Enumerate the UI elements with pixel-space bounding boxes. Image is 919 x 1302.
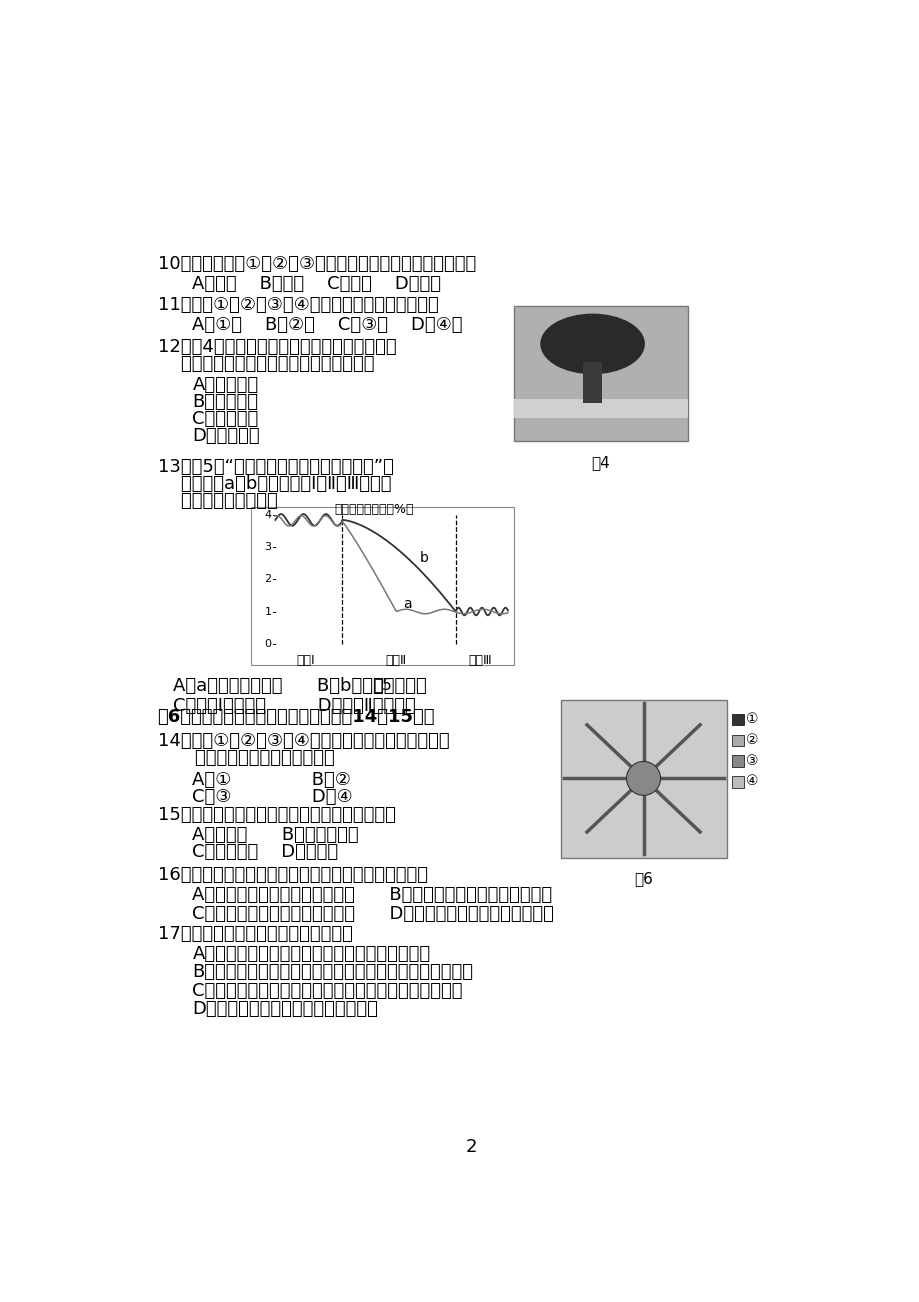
Text: A．地壳运动: A．地壳运动: [192, 376, 258, 395]
Text: C．模式I为现代型         D．模式Ⅱ为传统型: C．模式I为现代型 D．模式Ⅱ为传统型: [173, 697, 415, 715]
Bar: [250, 508, 514, 665]
Text: A．①              B．②: A．① B．②: [192, 771, 351, 789]
Text: A．鐵路线      B．河流交汇处: A．鐵路线 B．河流交汇处: [192, 827, 358, 844]
Text: A．a曲线表示出生率      B．b曲线表示死亡率: A．a曲线表示出生率 B．b曲线表示死亡率: [173, 677, 426, 695]
Text: C．发展中国家城市化水平低，主要原因是城市环境恶化: C．发展中国家城市化水平低，主要原因是城市环境恶化: [192, 982, 462, 1000]
Text: 含义，说法正确的是: 含义，说法正确的是: [157, 492, 277, 510]
Text: 15．该城市的空间形态与下列条件密切相关的是: 15．该城市的空间形态与下列条件密切相关的是: [157, 806, 395, 824]
Text: 11．图示①、②、③、④四地中，水资源最丰富的是: 11．图示①、②、③、④四地中，水资源最丰富的是: [157, 297, 437, 314]
Text: 模式I: 模式I: [296, 655, 314, 668]
Text: a: a: [403, 596, 412, 611]
Text: 12．图4为某同学在我国某地旅游时拍摄的自然: 12．图4为某同学在我国某地旅游时拍摄的自然: [157, 339, 396, 355]
Text: C．城市等级越高，服务级别越低      D．城市等级越高，服务范围越大: C．城市等级越高，服务级别越低 D．城市等级越高，服务范围越大: [192, 905, 554, 923]
Text: 有关图中a、b曲线与模式I、Ⅱ、Ⅲ表达的: 有关图中a、b曲线与模式I、Ⅱ、Ⅲ表达的: [157, 475, 391, 493]
Text: ②: ②: [745, 733, 757, 747]
Text: B．冰川侵蚀: B．冰川侵蚀: [192, 393, 258, 411]
Bar: [732, 755, 743, 767]
Text: 2: 2: [264, 574, 271, 585]
Text: 图6: 图6: [633, 871, 652, 887]
Text: C．工业分布    D．公路线: C．工业分布 D．公路线: [192, 844, 338, 861]
Text: 类型，其中表示商业用地的是: 类型，其中表示商业用地的是: [171, 749, 334, 767]
Text: 13．图5是“人口增长模式及其转变示意图”，: 13．图5是“人口增长模式及其转变示意图”，: [157, 458, 393, 477]
Text: D．我国正处在城市化的快速发展阶段: D．我国正处在城市化的快速发展阶段: [192, 1000, 378, 1018]
Bar: [514, 398, 687, 418]
Text: 模式Ⅱ: 模式Ⅱ: [385, 655, 406, 668]
Text: 14．图中①、②、③、④图例代表城市不同的土地利用: 14．图中①、②、③、④图例代表城市不同的土地利用: [157, 732, 448, 750]
Text: 0: 0: [265, 639, 271, 648]
Bar: [732, 734, 743, 746]
Text: 17．下列关于城市化的叙述，正确的是: 17．下列关于城市化的叙述，正确的是: [157, 924, 352, 943]
Text: 图6为某城市地域结构示意图，读图回等14～15题。: 图6为某城市地域结构示意图，读图回等14～15题。: [157, 707, 435, 725]
Text: 4: 4: [264, 510, 271, 519]
Bar: [583, 362, 601, 402]
Text: 2: 2: [465, 1138, 477, 1156]
Bar: [732, 776, 743, 788]
Text: A．①地    B．②地    C．③地    D．④地: A．①地 B．②地 C．③地 D．④地: [192, 316, 462, 335]
Text: 图5: 图5: [372, 677, 391, 693]
Ellipse shape: [539, 314, 644, 374]
Text: D．流水侵蚀: D．流水侵蚀: [192, 427, 260, 445]
Circle shape: [626, 762, 660, 796]
Text: 图4: 图4: [591, 454, 609, 470]
Text: 1: 1: [265, 607, 271, 617]
Text: C．③              D．④: C．③ D．④: [192, 788, 353, 806]
Text: b: b: [419, 551, 428, 565]
Text: 景观照片，形成该景观的主要外力作用是: 景观照片，形成该景观的主要外力作用是: [157, 355, 374, 372]
Text: 3: 3: [265, 542, 271, 552]
Text: 10．影响沿图中①、②、③地一线地域分异规律的主导因素是: 10．影响沿图中①、②、③地一线地域分异规律的主导因素是: [157, 255, 475, 273]
Text: 16．下列关于不同等级城市服务功能的叙述，正确的是: 16．下列关于不同等级城市服务功能的叙述，正确的是: [157, 866, 427, 884]
Bar: [560, 700, 726, 858]
Text: B．发达国家城市化水平高，城市人口数量多于发展中国家: B．发达国家城市化水平高，城市人口数量多于发展中国家: [192, 963, 473, 982]
Text: A．发达国家城市化水平高，城市人口比重增长快: A．发达国家城市化水平高，城市人口比重增长快: [192, 945, 430, 962]
Text: C．风力侵蚀: C．风力侵蚀: [192, 410, 258, 428]
Text: 死亡率与出生率（%）: 死亡率与出生率（%）: [335, 503, 414, 516]
Text: ③: ③: [745, 754, 757, 768]
Text: ①: ①: [745, 712, 757, 727]
Text: 模式Ⅲ: 模式Ⅲ: [468, 655, 492, 668]
Text: ④: ④: [745, 775, 757, 789]
Text: A．城市等级越低，服务种类越多      B．城市等级越低，服务范围越大: A．城市等级越低，服务种类越多 B．城市等级越低，服务范围越大: [192, 887, 552, 904]
Bar: [514, 306, 687, 441]
Bar: [732, 713, 743, 725]
Text: A．热量    B．水分    C．地形    D．光照: A．热量 B．水分 C．地形 D．光照: [192, 275, 441, 293]
